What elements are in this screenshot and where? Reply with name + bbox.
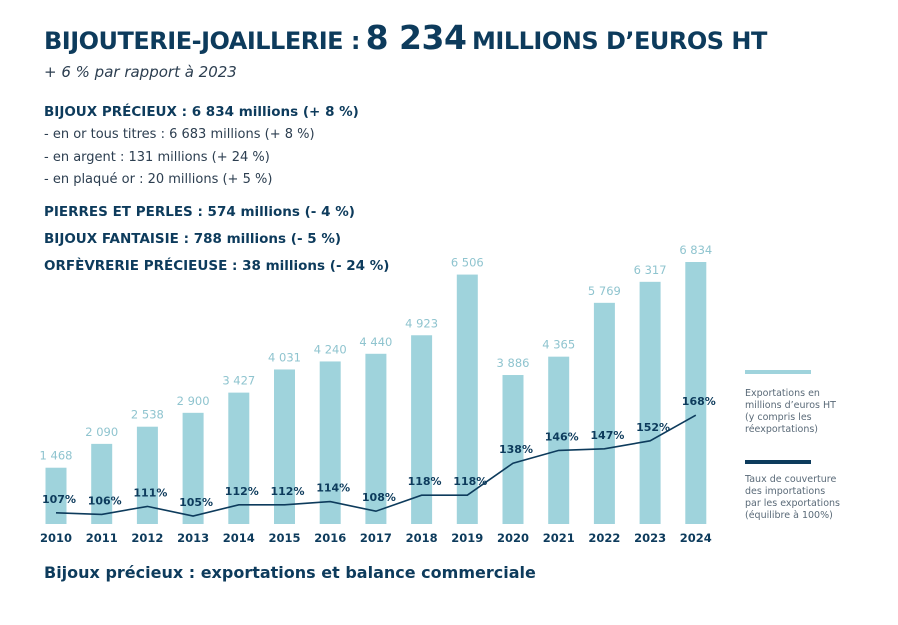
silverware-line: ORFÈVRERIE PRÉCIEUSE : 38 millions (- 24… [44,258,390,274]
coverage-label-2014: 112% [225,485,259,498]
plated-line: - en plaqué or : 20 millions (+ 5 %) [44,172,273,187]
fantasy-jewelry-line: BIJOUX FANTAISIE : 788 millions (- 5 %) [44,231,342,247]
coverage-label-2021: 146% [545,430,579,443]
coverage-label-2023: 152% [636,421,670,434]
bar-label-2017: 4 440 [359,335,392,349]
coverage-label-2013: 105% [179,496,213,509]
bar-label-2011: 2 090 [85,425,118,439]
bar-label-2012: 2 538 [131,408,164,422]
x-tick-2019: 2019 [451,531,483,545]
bar-2019 [456,274,478,524]
bar-label-2020: 3 886 [497,356,530,370]
bar-label-2024: 6 834 [679,243,712,257]
legend-line-swatch [745,460,811,464]
headline-subtitle: + 6 % par rapport à 2023 [44,63,237,81]
bar-2021 [548,356,570,524]
silver-line: - en argent : 131 millions (+ 24 %) [44,150,270,165]
chart-title: Bijoux précieux : exportations et balanc… [44,563,536,582]
bar-2016 [319,361,341,524]
x-tick-2013: 2013 [177,531,209,545]
bar-label-2014: 3 427 [222,374,255,388]
x-tick-2012: 2012 [131,531,163,545]
bar-label-2021: 4 365 [542,338,575,352]
coverage-line [55,414,697,517]
bar-2022 [593,302,615,524]
x-tick-2020: 2020 [497,531,529,545]
x-tick-2021: 2021 [543,531,575,545]
bar-label-2018: 4 923 [405,316,438,330]
stones-pearls-line: PIERRES ET PERLES : 574 millions (- 4 %) [44,204,355,220]
legend-exports-text: Exportations en millions d’euros HT (y c… [745,388,836,435]
bar-label-2010: 1 468 [40,449,73,463]
coverage-label-2020: 138% [499,443,533,456]
coverage-label-2022: 147% [590,429,624,442]
coverage-label-2017: 108% [362,491,396,504]
coverage-label-2019: 118% [453,475,487,488]
bar-label-2022: 5 769 [588,284,621,298]
coverage-label-2024: 168% [682,395,716,408]
x-tick-2022: 2022 [588,531,620,545]
bar-2010 [45,467,67,524]
x-tick-2023: 2023 [634,531,666,545]
bar-2020 [502,375,524,524]
bar-label-2019: 6 506 [451,256,484,270]
legend-coverage: Taux de couverture des importations par … [745,460,865,522]
x-tick-2017: 2017 [360,531,392,545]
bar-label-2016: 4 240 [314,342,347,356]
x-tick-2018: 2018 [406,531,438,545]
headline-amount: 8 234 [365,18,467,57]
coverage-label-2010: 107% [42,493,76,506]
gold-line: - en or tous titres : 6 683 millions (+ … [44,127,315,142]
bar-2023 [639,281,661,524]
x-tick-2016: 2016 [314,531,346,545]
bar-2014 [228,392,250,524]
bar-2018 [411,335,433,524]
x-tick-2015: 2015 [268,531,300,545]
legend-bar-swatch [745,370,811,374]
bar-2011 [91,443,113,524]
headline: BIJOUTERIE-JOAILLERIE : 8 234 MILLIONS D… [44,18,767,57]
legend-exports: Exportations en millions d’euros HT (y c… [745,370,865,436]
x-tick-2014: 2014 [223,531,255,545]
x-tick-2011: 2011 [86,531,118,545]
bar-label-2023: 6 317 [634,263,667,277]
coverage-label-2011: 106% [88,494,122,507]
x-tick-2024: 2024 [680,531,712,545]
bar-2013 [182,412,204,524]
legend-coverage-text: Taux de couverture des importations par … [745,474,840,521]
coverage-label-2015: 112% [271,485,305,498]
coverage-label-2018: 118% [408,475,442,488]
x-tick-2010: 2010 [40,531,72,545]
bar-2024 [685,262,707,524]
coverage-label-2016: 114% [316,482,350,495]
headline-unit: MILLIONS D’EUROS HT [472,27,767,55]
bar-2015 [274,369,295,524]
bar-2012 [136,426,158,524]
bar-2017 [365,353,387,524]
coverage-label-2012: 111% [133,486,167,499]
bar-label-2015: 4 031 [268,350,301,364]
precious-jewelry-line: BIJOUX PRÉCIEUX : 6 834 millions (+ 8 %) [44,104,359,120]
bar-label-2013: 2 900 [177,394,210,408]
headline-label: BIJOUTERIE-JOAILLERIE : [44,27,361,55]
